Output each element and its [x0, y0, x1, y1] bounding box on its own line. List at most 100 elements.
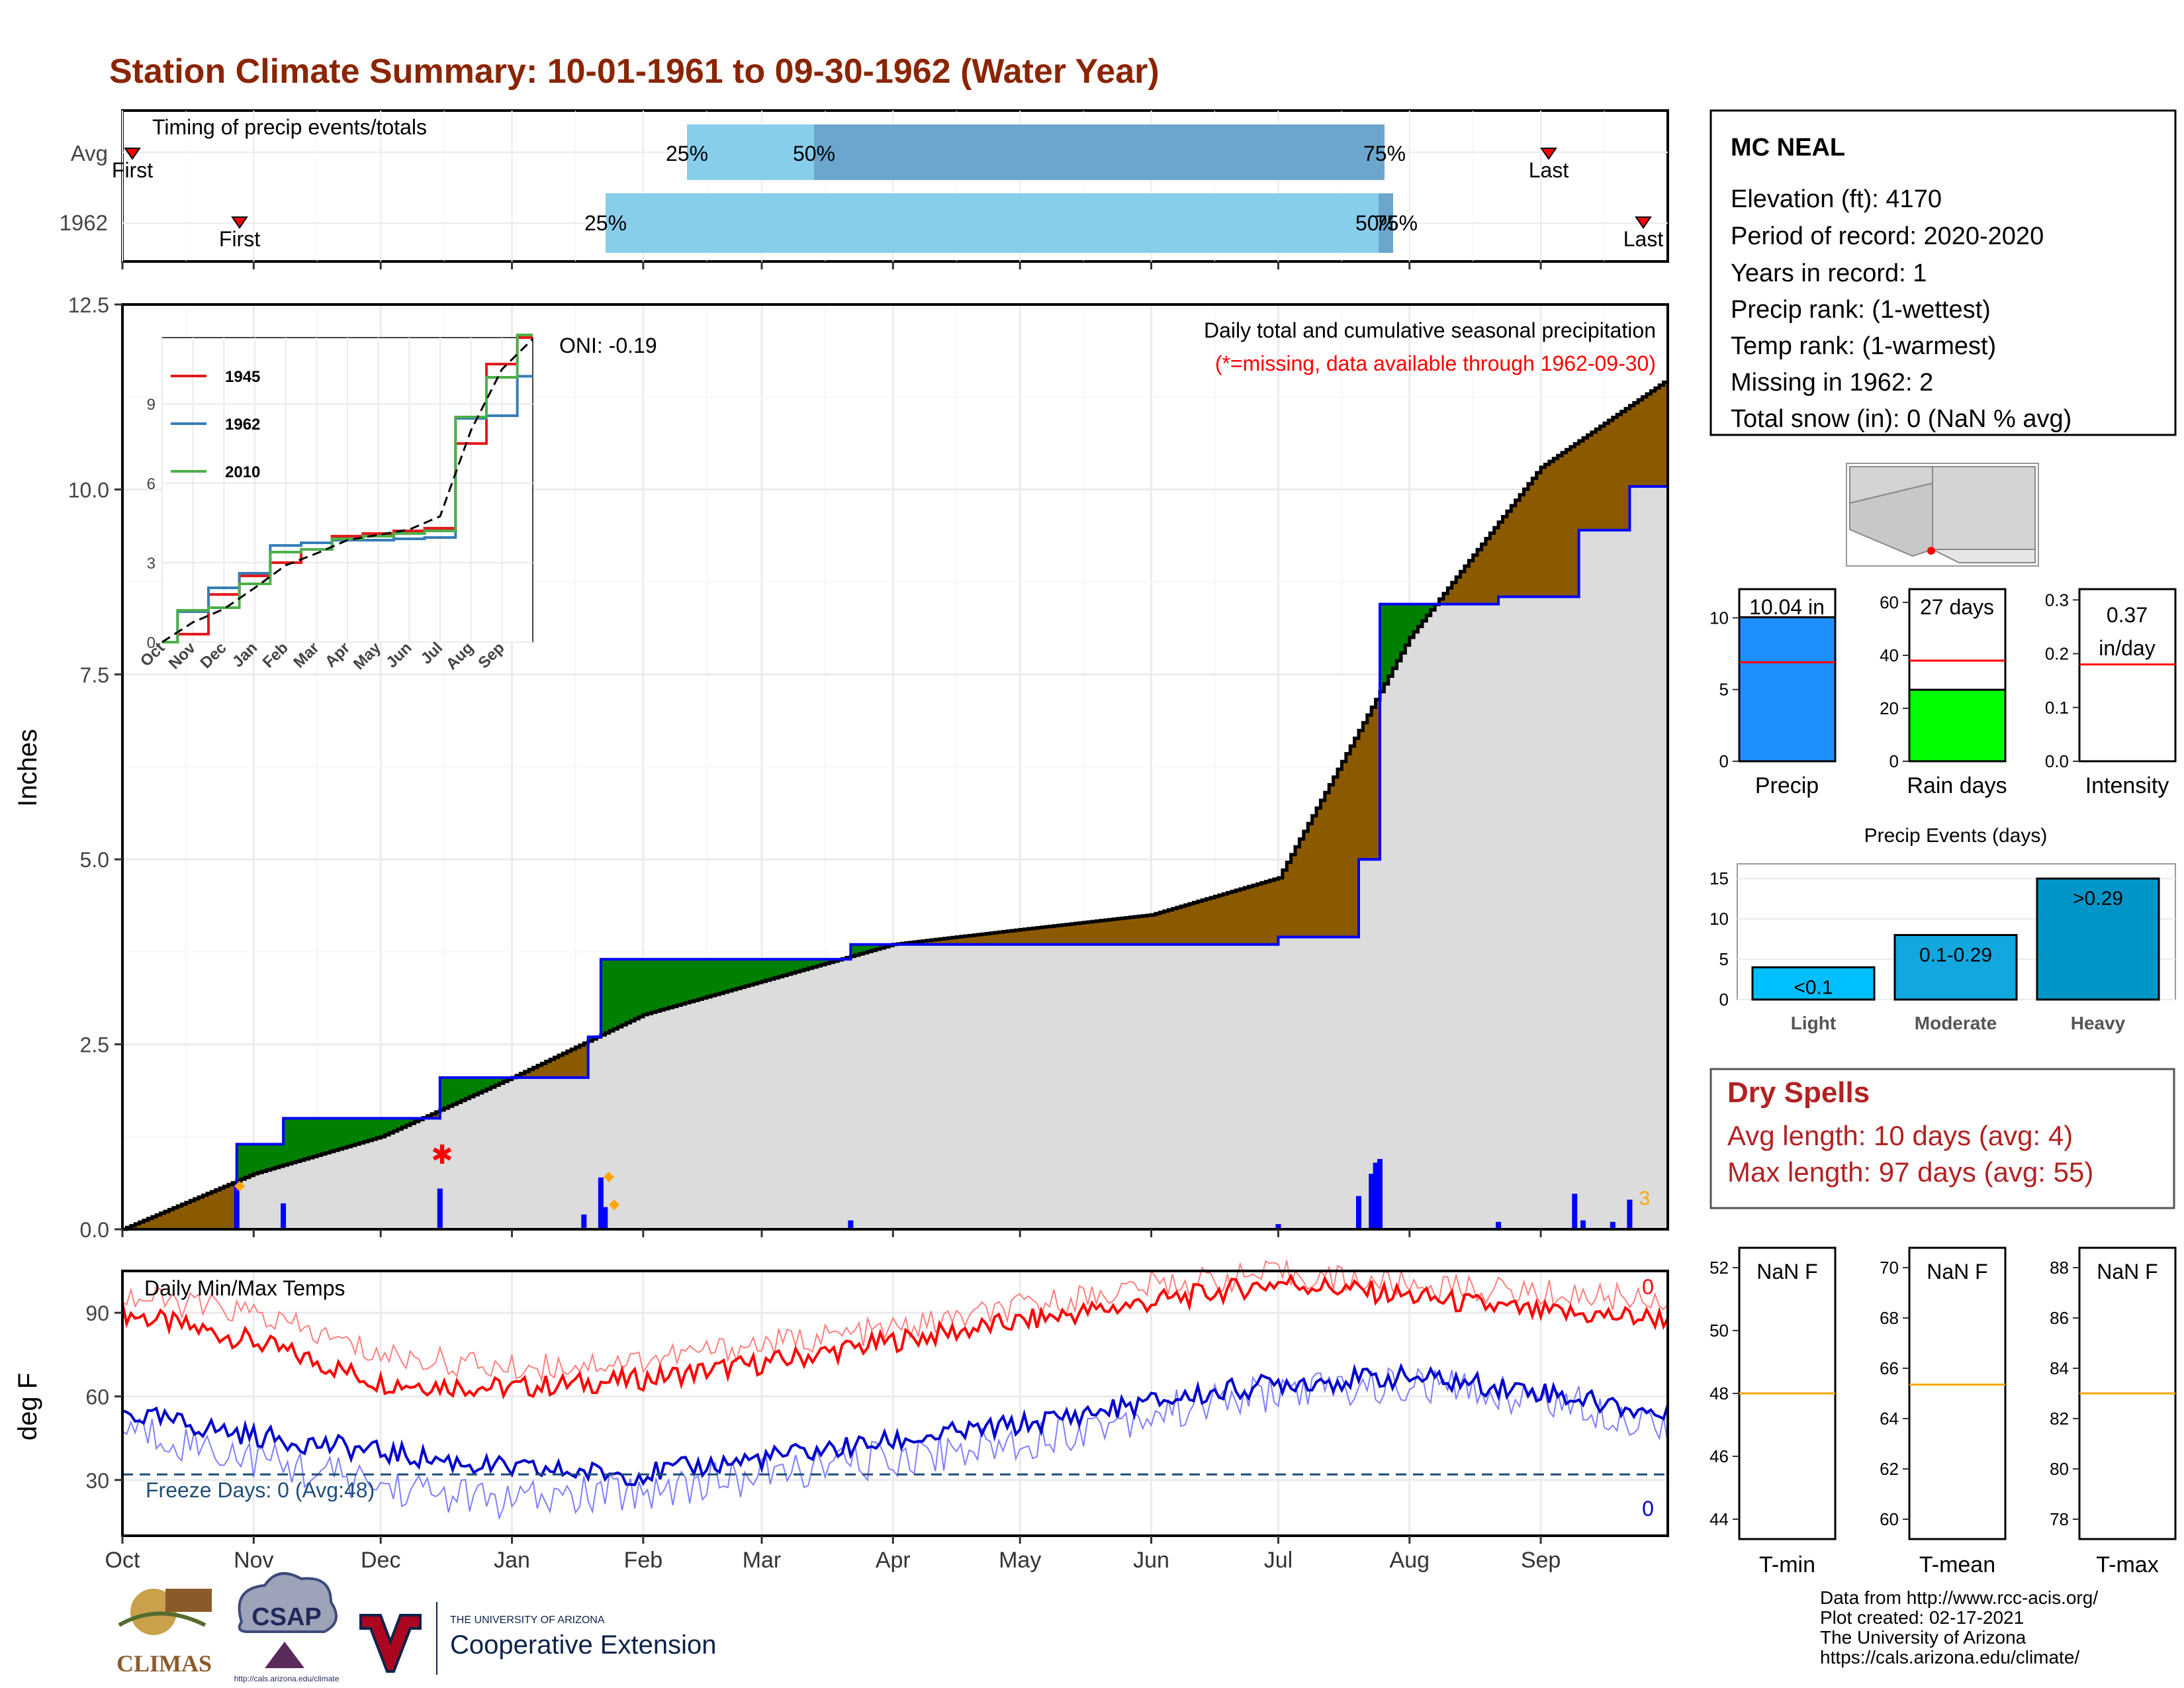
- temp-summary-tick-label: 66: [1880, 1358, 1899, 1378]
- snow-marker-jan-2: [609, 1199, 619, 1210]
- inset-legend-label: 1962: [225, 416, 260, 434]
- summary-tick-label: 0: [1889, 751, 1899, 771]
- locator-map: [1846, 463, 2039, 567]
- temp-summary-label: T-min: [1759, 1552, 1815, 1577]
- precip-frame: [121, 303, 1669, 1231]
- events-y-ticks: 0 5 10 15: [1709, 868, 1729, 1009]
- dry-spells-title: Dry Spells: [1727, 1076, 1870, 1109]
- ua-big-text: Cooperative Extension: [450, 1630, 716, 1660]
- missing-count: 3: [1639, 1188, 1651, 1209]
- credit-university: The University of Arizona: [1820, 1627, 2026, 1648]
- daily-precip-bar: [848, 1220, 854, 1229]
- csap-logo: CSAP http://cals.arizona.edu/climate: [234, 1572, 340, 1683]
- daily-precip-bar: [598, 1177, 604, 1229]
- daily-precip-bar: [437, 1188, 443, 1229]
- daily-precip-bar: [1496, 1221, 1502, 1229]
- daily-precip-bar: [1356, 1196, 1361, 1229]
- credit-plot-created: Plot created: 02-17-2021: [1820, 1607, 2024, 1628]
- inset-series-line: [162, 334, 533, 643]
- events-y-tick-label: 5: [1719, 949, 1729, 969]
- temp-summary-tick-label: 50: [1709, 1321, 1729, 1340]
- station-years: Years in record: 1: [1731, 259, 1927, 287]
- inset-legend-label: 1945: [225, 368, 260, 386]
- tmax-line: [121, 1273, 1669, 1400]
- temp-panel: Daily Min/Max Temps Freeze Days: 0 (Avg:…: [13, 261, 1669, 1573]
- timing-avg-last-marker: [1540, 148, 1557, 160]
- temp-frame: [121, 1270, 1669, 1537]
- events-x-label: Light: [1791, 1013, 1836, 1033]
- temp-panel-label: Daily Min/Max Temps: [144, 1276, 345, 1300]
- inset-y-tick-label: 9: [147, 396, 156, 414]
- map-new-mexico: [1932, 466, 2036, 550]
- precip-subtitle: Daily total and cumulative seasonal prec…: [1204, 318, 1656, 342]
- station-precip-rank: Precip rank: (1-wettest): [1731, 296, 1991, 324]
- intensity-summary: 0.37 in/day Intensity 0.0 0.1 0.2 0.3: [2045, 588, 2177, 798]
- snow-marker-nov: [234, 1181, 245, 1192]
- daily-precip-bar: [1627, 1199, 1633, 1229]
- events-bar: [1893, 934, 2018, 1001]
- timing-avg-p75: 75%: [1363, 142, 1406, 165]
- daily-precip-bars: [234, 1158, 1633, 1229]
- summary-tick-label: 40: [1880, 645, 1899, 665]
- temp-y-tick-label: 60: [85, 1385, 109, 1409]
- timing-row-avg: Avg: [71, 141, 108, 165]
- inset-legend-label: 2010: [225, 463, 260, 481]
- map-mexico: [1932, 549, 2036, 563]
- temp-summary-tick-label: 64: [1880, 1409, 1899, 1429]
- dry-spells-frame: [1709, 1068, 2175, 1209]
- temp-summary-tick-label: 84: [2050, 1358, 2069, 1378]
- timing-panel: Timing of precip events/totals Avg 1962 …: [60, 109, 1669, 263]
- temp-summary-tick-label: 80: [2050, 1459, 2069, 1479]
- tmin-average-line: [122, 1367, 1668, 1521]
- precip-1962-cumulative-line: [122, 485, 1668, 1231]
- events-bar: [1751, 966, 1876, 1001]
- temp-summary-tick-label: 62: [1880, 1459, 1899, 1479]
- summary-tick-label: 10: [1709, 608, 1729, 628]
- month-label: May: [999, 1548, 1041, 1573]
- precip-base-area: [122, 486, 1668, 1229]
- climas-arc-icon: [118, 1611, 206, 1627]
- temp-summary-value: NaN F: [1756, 1260, 1817, 1284]
- month-label: Dec: [361, 1548, 400, 1573]
- temp-summary-label: T-mean: [1919, 1552, 1995, 1577]
- timing-avg-first-marker: [124, 148, 141, 160]
- month-label: Aug: [1390, 1548, 1430, 1573]
- events-bar-label: <0.1: [1794, 976, 1833, 998]
- temp-y-ticks: 30 60 90: [85, 1301, 122, 1493]
- precip-summary-label: Precip: [1755, 773, 1819, 798]
- tmax-average-line: [122, 1260, 1668, 1383]
- csap-cloud-icon: [238, 1572, 338, 1633]
- events-title: Precip Events (days): [1864, 825, 2048, 847]
- precip-summary-value: 10.04 in: [1749, 595, 1825, 619]
- rain-days-bar: [1908, 688, 2007, 763]
- precip-events: Precip Events (days) <0.1 0.1-0.29 >0.29 0…: [1709, 825, 2176, 1033]
- credit-data-source: Data from http://www.rcc-acis.org/: [1820, 1587, 2098, 1608]
- page-title: Station Climate Summary: 10-01-1961 to 0…: [109, 52, 1160, 91]
- month-label: Jun: [1133, 1548, 1169, 1573]
- tmax-record-count: 0: [1642, 1275, 1654, 1299]
- daily-precip-bar: [1377, 1158, 1383, 1229]
- station-missing: Missing in 1962: 2: [1731, 369, 1933, 397]
- precip-panel: ✱ 3 Daily total and cumulative seasonal …: [13, 293, 1669, 1242]
- events-x-labels: Light Moderate Heavy: [1791, 1013, 2126, 1033]
- timing-avg-50-75: [814, 124, 1385, 180]
- inset-series-line: [162, 336, 533, 643]
- credits: Data from http://www.rcc-acis.org/ Plot …: [1820, 1587, 2098, 1667]
- temp-summary-label: T-max: [2096, 1552, 2158, 1577]
- csap-url: http://cals.arizona.edu/climate: [234, 1674, 340, 1683]
- dry-spells-avg: Avg length: 10 days (avg: 4): [1727, 1120, 2073, 1151]
- daily-precip-bar: [234, 1184, 240, 1229]
- precip-y-tick-label: 10.0: [68, 478, 109, 502]
- intensity-ticks: 0.0 0.1 0.2 0.3: [2045, 590, 2079, 771]
- summary-tick-label: 0.1: [2045, 698, 2069, 718]
- month-label: Nov: [234, 1548, 273, 1573]
- precip-y-tick-label: 12.5: [68, 293, 109, 317]
- timing-1962-25-50: [606, 193, 1379, 253]
- climas-text: CLIMAS: [116, 1650, 212, 1677]
- events-bar-label: 0.1-0.29: [1919, 945, 1992, 966]
- daily-precip-bar: [281, 1203, 287, 1229]
- timing-1962-first-marker: [231, 216, 248, 229]
- rain-days-value: 27 days: [1920, 595, 1994, 619]
